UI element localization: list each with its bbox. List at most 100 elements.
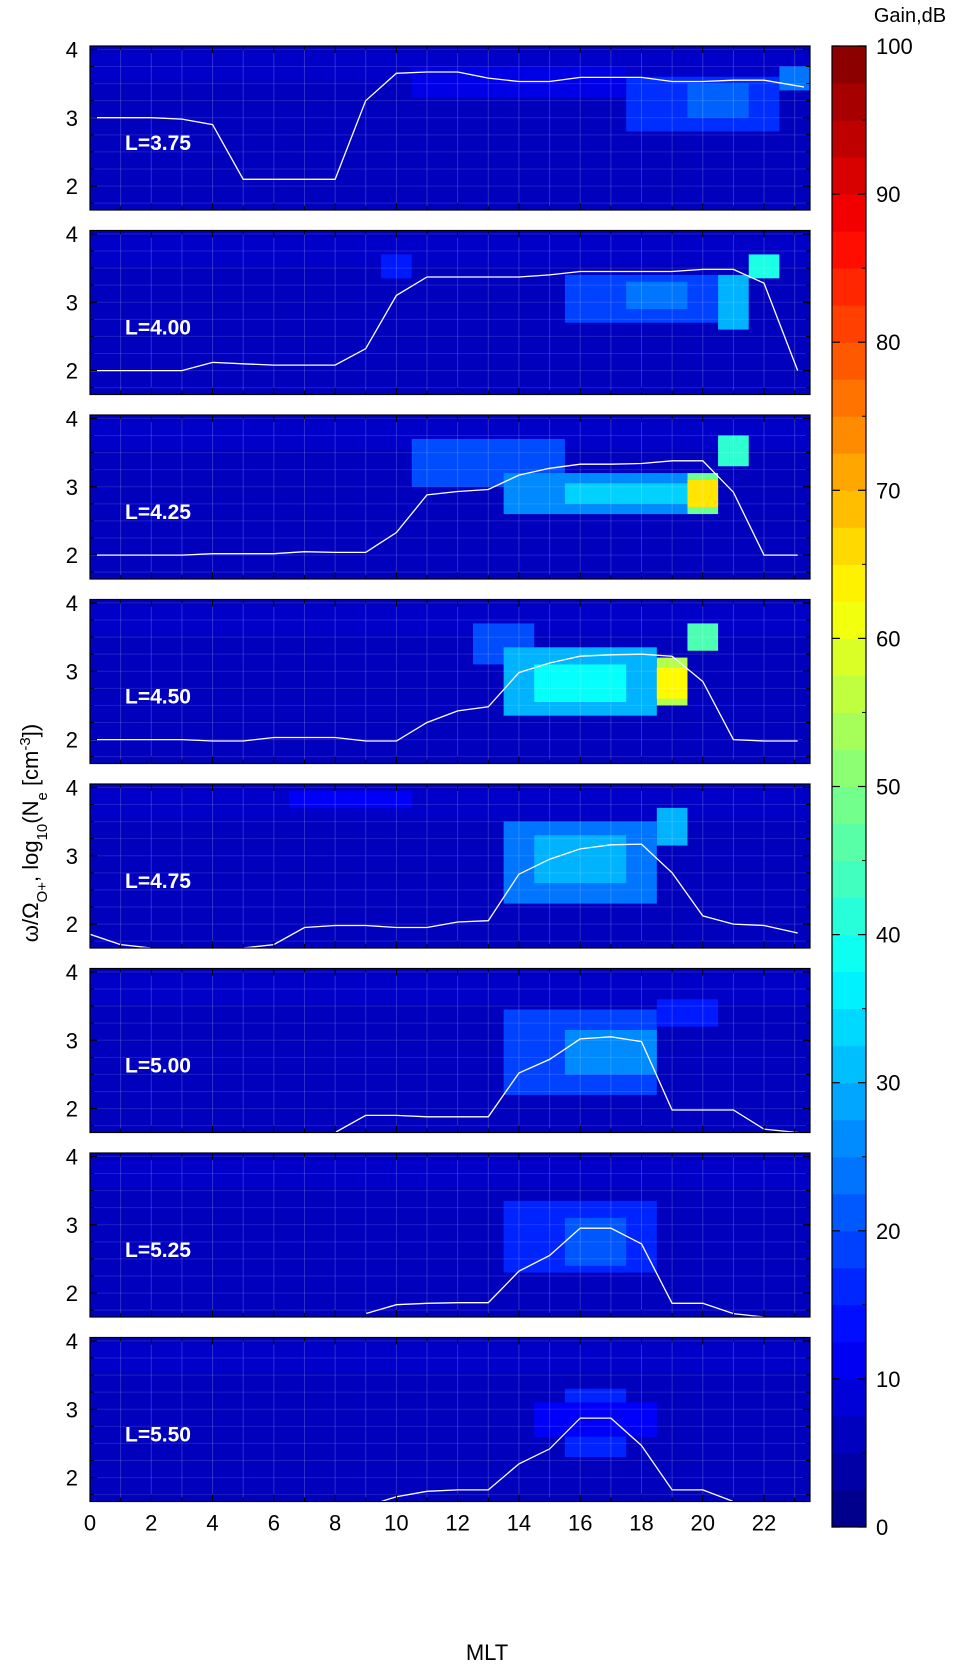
y-tick-label: 2	[66, 1466, 78, 1491]
y-tick-label: 2	[66, 174, 78, 199]
gain-cell	[687, 623, 719, 651]
colorbar-step	[832, 490, 866, 528]
panel-content	[90, 415, 810, 579]
colorbar-step	[832, 860, 866, 899]
panel-frame	[89, 783, 811, 949]
colorbar-step	[832, 416, 866, 454]
panel-label: L=4.00	[125, 317, 191, 340]
x-tick-label: 4	[206, 1511, 218, 1536]
colorbar-step	[832, 1267, 866, 1306]
y-tick-label: 4	[66, 775, 78, 800]
colorbar-step	[832, 1415, 866, 1454]
x-axis-label: MLT	[466, 1640, 508, 1665]
colorbar-step	[832, 46, 866, 84]
colorbar-step	[832, 934, 866, 973]
upper-band	[90, 237, 810, 265]
y-tick-label: 4	[66, 37, 78, 62]
y-tick-label: 4	[66, 960, 78, 985]
y-tick-label: 3	[66, 844, 78, 869]
density-line	[90, 268, 799, 372]
x-tick-label: 22	[752, 1511, 776, 1536]
colorbar-step	[832, 786, 866, 825]
panel-frame	[89, 598, 811, 765]
panel-content	[90, 784, 810, 948]
panel-label: L=3.75	[125, 132, 191, 155]
gain-cell	[687, 83, 749, 118]
panel: 2 3 4 L=5.50	[66, 1329, 811, 1503]
gain-cell	[656, 807, 688, 846]
colorbar-tick-label: 100	[876, 34, 913, 59]
gain-cell	[687, 479, 719, 508]
gain-cell	[564, 483, 688, 504]
y-tick-label: 2	[66, 728, 78, 753]
gain-cell	[718, 274, 749, 330]
panel-label: L=4.50	[125, 686, 191, 709]
colorbar-step	[832, 342, 866, 380]
colorbar-tick-label: 40	[876, 923, 900, 948]
x-tick-label: 14	[507, 1511, 531, 1536]
panel-frame	[89, 45, 811, 211]
colorbar-step	[832, 712, 866, 750]
colorbar: 0 10 20 30 40 50 60 70 80 90 100	[831, 34, 913, 1540]
colorbar-step	[832, 1230, 866, 1269]
colorbar-tick-label: 20	[876, 1219, 900, 1244]
x-tick-label: 10	[384, 1511, 408, 1536]
density-line	[90, 460, 798, 556]
x-tick-label: 18	[629, 1511, 653, 1536]
gain-cell	[626, 281, 688, 310]
panel-label: L=5.50	[125, 1424, 191, 1447]
colorbar-step	[832, 1304, 866, 1343]
panel-content	[90, 968, 810, 1133]
y-tick-label: 2	[66, 1281, 78, 1306]
density-line	[380, 1417, 734, 1502]
colorbar-step	[832, 1452, 866, 1491]
colorbar-step	[832, 1008, 866, 1047]
gain-cell	[289, 790, 412, 808]
colorbar-step	[832, 971, 866, 1010]
colorbar-step	[832, 379, 866, 417]
panel-content	[90, 1337, 810, 1502]
colorbar-step	[832, 749, 866, 787]
colorbar-step	[832, 453, 866, 491]
colorbar-tick-label: 60	[876, 626, 900, 651]
colorbar-step	[832, 601, 866, 639]
y-tick-label: 2	[66, 1097, 78, 1122]
panel: 2 3 4 L=5.00	[66, 960, 811, 1134]
y-tick-label: 4	[66, 406, 78, 431]
colorbar-step	[832, 1156, 866, 1195]
panel-content	[90, 46, 810, 210]
colorbar-step	[832, 675, 866, 713]
panel-frame	[89, 967, 811, 1134]
x-tick-label: 12	[445, 1511, 469, 1536]
panel: 2 3 4 L=4.75	[66, 775, 811, 949]
gain-cell	[381, 254, 412, 279]
colorbar-step	[832, 527, 866, 565]
density-line	[90, 71, 805, 180]
x-tick-label: 0	[84, 1511, 96, 1536]
x-tick-label: 8	[329, 1511, 341, 1536]
gain-cell	[748, 254, 780, 279]
panel-label: L=4.75	[125, 870, 191, 893]
colorbar-step	[832, 83, 866, 121]
y-tick-label: 3	[66, 290, 78, 315]
panel-label: L=5.00	[125, 1055, 191, 1078]
y-tick-label: 2	[66, 543, 78, 568]
colorbar-step	[832, 1193, 866, 1232]
panel-content	[90, 230, 810, 395]
colorbar-step	[832, 1045, 866, 1084]
colorbar-step	[832, 1341, 866, 1380]
panel-frame	[89, 1336, 811, 1503]
colorbar-step	[832, 1378, 866, 1417]
colorbar-step	[832, 120, 866, 158]
colorbar-tick-label: 10	[876, 1367, 900, 1392]
colorbar-tick-label: 30	[876, 1071, 900, 1096]
y-tick-label: 3	[66, 106, 78, 131]
colorbar-step	[832, 564, 866, 602]
panel-frame	[89, 1152, 811, 1318]
y-tick-label: 2	[66, 912, 78, 937]
y-tick-label: 3	[66, 1397, 78, 1422]
x-tick-label: 2	[145, 1511, 157, 1536]
y-tick-label: 2	[66, 359, 78, 384]
panel-content	[90, 599, 810, 764]
x-tick-label: 16	[568, 1511, 592, 1536]
